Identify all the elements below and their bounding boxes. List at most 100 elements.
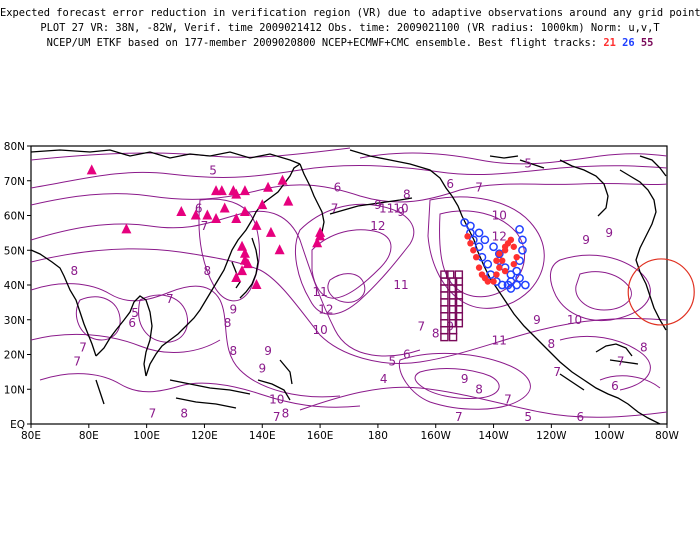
sensitive-point-triangle xyxy=(251,279,262,289)
sensitive-point-triangle xyxy=(121,223,132,234)
contour-value-label: 6 xyxy=(611,379,619,393)
contour-value-label: 10 xyxy=(492,209,507,223)
track-21-dot xyxy=(501,243,509,250)
lon-label: 80E xyxy=(79,430,99,442)
contour-value-label: 10 xyxy=(393,202,408,216)
lat-label: 10N xyxy=(4,384,25,396)
title-line-2: PLOT 27 VR: 38N, -82W, Verif. time 20090… xyxy=(40,22,660,34)
track-21-dot xyxy=(475,264,483,271)
lat-label: 20N xyxy=(4,350,25,362)
track-26-circle xyxy=(483,259,493,269)
lon-label: 100W xyxy=(594,430,625,442)
sensitive-point-triangle xyxy=(231,212,242,223)
sensitive-point-triangle xyxy=(274,244,285,255)
coastline xyxy=(489,155,519,159)
contour-line xyxy=(31,210,421,357)
sensitive-point-triangle xyxy=(211,212,222,223)
sensitive-point-triangle xyxy=(176,206,187,217)
contour-value-label: 10 xyxy=(312,323,327,337)
track-21-dot xyxy=(467,240,474,247)
contour-value-label: 7 xyxy=(79,341,87,355)
lat-label: 50N xyxy=(4,245,25,257)
contour-value-label: 8 xyxy=(282,407,290,421)
contour-value-label: 12 xyxy=(318,302,333,316)
contour-value-label: 7 xyxy=(504,393,512,407)
contour-value-label: 9 xyxy=(258,361,266,375)
contour-value-label: 9 xyxy=(397,205,405,219)
contour-line xyxy=(311,229,392,299)
coastline xyxy=(95,379,105,405)
contour-line xyxy=(31,182,667,206)
track-55-square xyxy=(440,332,449,342)
sensitive-point-triangle xyxy=(231,272,242,283)
contour-value-label: 9 xyxy=(264,344,272,358)
contour-line xyxy=(31,248,667,364)
lon-label: 80E xyxy=(21,430,41,442)
track-26-circle xyxy=(518,245,527,255)
contour-value-label: 7 xyxy=(149,407,157,421)
sensitive-point-triangle xyxy=(239,247,250,258)
coastline xyxy=(559,373,585,391)
coastlines xyxy=(31,149,667,424)
lon-label: 80W xyxy=(655,430,679,442)
coastline xyxy=(595,343,633,357)
contour-value-label: 7 xyxy=(73,354,81,368)
contour-value-label: 5 xyxy=(524,410,532,424)
sensitive-point-triangle xyxy=(315,226,326,237)
lon-label: 140E xyxy=(249,430,276,442)
track-26-circle xyxy=(506,284,516,293)
contour-value-label: 11 xyxy=(379,202,394,216)
coastline xyxy=(299,163,325,239)
contour-value-label: 7 xyxy=(273,410,281,424)
contour-line xyxy=(359,152,667,165)
contour-value-label: 8 xyxy=(224,316,232,330)
coastline xyxy=(329,197,413,215)
title-line-1: Expected forecast error reduction in ver… xyxy=(0,7,700,19)
track-21-dot xyxy=(496,264,503,271)
contour-value-label: 7 xyxy=(166,292,174,306)
track-55-square xyxy=(448,332,458,342)
lat-label: EQ xyxy=(10,419,25,431)
sensitive-point-triangle xyxy=(263,181,274,192)
coastline xyxy=(639,155,667,177)
contour-value-label: 10 xyxy=(567,313,582,327)
track-21-dot xyxy=(493,271,500,278)
contour-value-label: 6 xyxy=(403,348,411,362)
verification-region xyxy=(627,258,695,326)
sensitive-point-triangle xyxy=(239,254,250,265)
contour-value-label: 9 xyxy=(533,313,541,327)
contour-value-label: 8 xyxy=(403,188,411,202)
track-21-dot xyxy=(510,243,517,250)
track-55-square xyxy=(454,319,464,328)
contour-value-label: 5 xyxy=(389,354,397,368)
contour-value-label: 9 xyxy=(461,372,469,386)
track-26-circle xyxy=(480,235,490,245)
lon-label: 180 xyxy=(368,430,388,442)
contour-value-label: 9 xyxy=(681,212,689,226)
track-21-dot xyxy=(510,260,517,268)
contour-value-label: 7 xyxy=(475,181,483,195)
sensitive-point-triangle xyxy=(216,185,227,196)
contour-value-label: 7 xyxy=(201,219,209,233)
lat-label: 80N xyxy=(4,141,25,153)
contour-value-label: 9 xyxy=(582,233,590,247)
contour-value-label: 9 xyxy=(374,198,382,212)
verification-region-circle xyxy=(627,258,695,326)
sensitive-point-triangle xyxy=(239,206,250,217)
track-label-26: 26 xyxy=(622,37,635,49)
contour-value-label: 8 xyxy=(640,341,648,355)
contour-value-label: 11 xyxy=(492,334,507,348)
track-26-circle xyxy=(518,235,527,245)
contour-line xyxy=(398,352,531,410)
contour-line xyxy=(599,375,661,389)
track-26-circle xyxy=(474,242,484,252)
contour-value-label: 8 xyxy=(71,264,79,278)
contour-value-label: 8 xyxy=(475,382,483,396)
track-21-dot xyxy=(501,267,509,275)
track-21-dot xyxy=(490,278,497,285)
sensitive-point-triangle xyxy=(239,185,250,196)
contour-line xyxy=(550,254,651,322)
track-21-dot xyxy=(513,254,520,261)
